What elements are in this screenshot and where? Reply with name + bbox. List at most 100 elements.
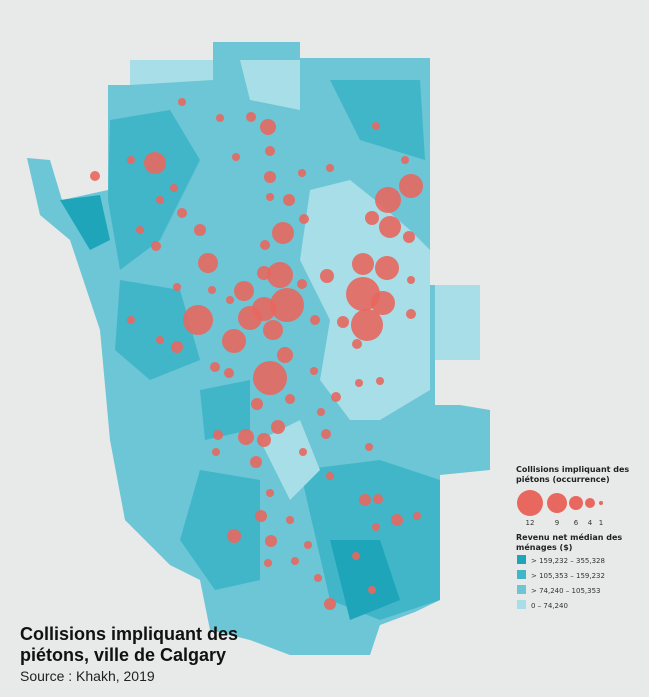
collision-bubble	[365, 443, 373, 451]
collision-bubble	[257, 266, 271, 280]
legend-bubble	[569, 496, 583, 510]
collision-bubble	[177, 208, 187, 218]
legend-bubble	[517, 490, 543, 516]
collision-bubble	[298, 169, 306, 177]
collision-bubble	[304, 541, 312, 549]
collision-bubble	[265, 146, 275, 156]
collision-bubble	[264, 171, 276, 183]
collision-bubble	[368, 586, 376, 594]
legend-title: Collisions impliquant des	[516, 465, 629, 474]
collision-bubble	[372, 523, 380, 531]
collision-bubble	[351, 309, 383, 341]
collision-bubble	[317, 408, 325, 416]
collision-bubble	[90, 171, 100, 181]
collision-bubble	[210, 362, 220, 372]
collision-bubble	[253, 361, 287, 395]
collision-bubble	[170, 184, 178, 192]
collision-bubble	[260, 119, 276, 135]
collision-bubble	[260, 240, 270, 250]
collision-bubble	[326, 472, 334, 480]
collision-bubble	[291, 557, 299, 565]
title-block: Collisions impliquant des piétons, ville…	[20, 624, 238, 684]
collision-bubble	[263, 320, 283, 340]
collision-bubble	[277, 347, 293, 363]
collision-bubble	[352, 253, 374, 275]
collision-bubble	[270, 288, 304, 322]
collision-bubble	[285, 394, 295, 404]
legend-bubble	[599, 501, 603, 505]
collision-bubble	[267, 262, 293, 288]
mid-high-income-area	[330, 80, 425, 160]
collision-bubble	[413, 512, 421, 520]
low-income-area	[435, 285, 480, 360]
collision-bubble	[401, 156, 409, 164]
collision-bubble	[213, 430, 223, 440]
collision-bubble	[226, 296, 234, 304]
collision-bubble	[324, 598, 336, 610]
legend-title: ménages ($)	[516, 542, 572, 552]
legend-swatch	[517, 570, 526, 579]
low-income-area	[240, 60, 300, 110]
mid-high-income-area	[180, 470, 260, 590]
collision-bubble	[299, 214, 309, 224]
collision-bubble	[156, 196, 164, 204]
collision-bubble	[151, 241, 161, 251]
legend-size-label: 12	[526, 519, 535, 527]
collision-bubble	[391, 514, 403, 526]
collision-bubble	[355, 379, 363, 387]
legend-size-label: 1	[599, 519, 603, 527]
collision-bubble	[238, 429, 254, 445]
collision-bubble	[171, 341, 183, 353]
collision-bubble	[246, 112, 256, 122]
collision-bubble	[399, 174, 423, 198]
collision-bubble	[234, 281, 254, 301]
mid-high-income-area	[200, 380, 250, 440]
collision-bubble	[266, 193, 274, 201]
collision-bubble	[127, 316, 135, 324]
collision-bubble	[144, 152, 166, 174]
legend-class-label: > 105,353 – 159,232	[531, 572, 605, 580]
collision-bubble	[136, 226, 144, 234]
legend-swatch	[517, 585, 526, 594]
legend-class-label: > 159,232 – 355,328	[531, 557, 605, 565]
collision-bubble	[208, 286, 216, 294]
legend-size-label: 6	[574, 519, 579, 527]
mid-high-income-area	[115, 280, 200, 380]
collision-bubble	[371, 291, 395, 315]
collision-bubble	[173, 283, 181, 291]
low-income-area	[260, 420, 320, 500]
collision-bubble	[372, 122, 380, 130]
collision-bubble	[376, 377, 384, 385]
legend-size-label: 9	[555, 519, 559, 527]
collision-bubble	[365, 211, 379, 225]
collision-bubble	[352, 552, 360, 560]
legend-title: piétons (occurrence)	[516, 474, 610, 484]
mid-high-income-area	[108, 110, 200, 270]
collision-bubble	[238, 306, 262, 330]
collision-bubble	[373, 494, 383, 504]
collision-bubble	[222, 329, 246, 353]
collision-bubble	[178, 98, 186, 106]
collision-bubble	[297, 279, 307, 289]
collision-bubble	[379, 216, 401, 238]
legend-swatch	[517, 600, 526, 609]
collision-bubble	[250, 456, 262, 468]
collision-bubble	[198, 253, 218, 273]
collision-bubble	[255, 510, 267, 522]
collision-bubble	[251, 398, 263, 410]
source: Source : Khakh, 2019	[20, 668, 155, 684]
collision-bubble	[283, 194, 295, 206]
collision-bubble	[156, 336, 164, 344]
legend-size-label: 4	[588, 519, 593, 527]
collision-bubble	[352, 339, 362, 349]
legend-class-label: 0 – 74,240	[531, 602, 568, 610]
collision-bubble	[321, 429, 331, 439]
legend-title: Revenu net médian des	[516, 532, 622, 542]
legend-swatch	[517, 555, 526, 564]
high-income-area	[330, 540, 400, 620]
collision-bubble	[212, 448, 220, 456]
title: Collisions impliquant des	[20, 624, 238, 644]
collision-bubble	[310, 367, 318, 375]
